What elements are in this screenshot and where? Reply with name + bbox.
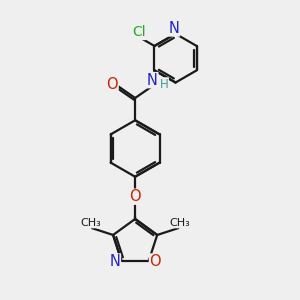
Text: N: N bbox=[169, 21, 179, 36]
Text: N: N bbox=[110, 254, 120, 269]
Text: O: O bbox=[149, 254, 161, 269]
Text: O: O bbox=[106, 77, 118, 92]
Text: CH₃: CH₃ bbox=[169, 218, 190, 228]
Text: H: H bbox=[160, 78, 168, 91]
Text: CH₃: CH₃ bbox=[80, 218, 101, 228]
Text: N: N bbox=[147, 73, 158, 88]
Text: O: O bbox=[129, 189, 141, 204]
Text: Cl: Cl bbox=[132, 26, 146, 39]
